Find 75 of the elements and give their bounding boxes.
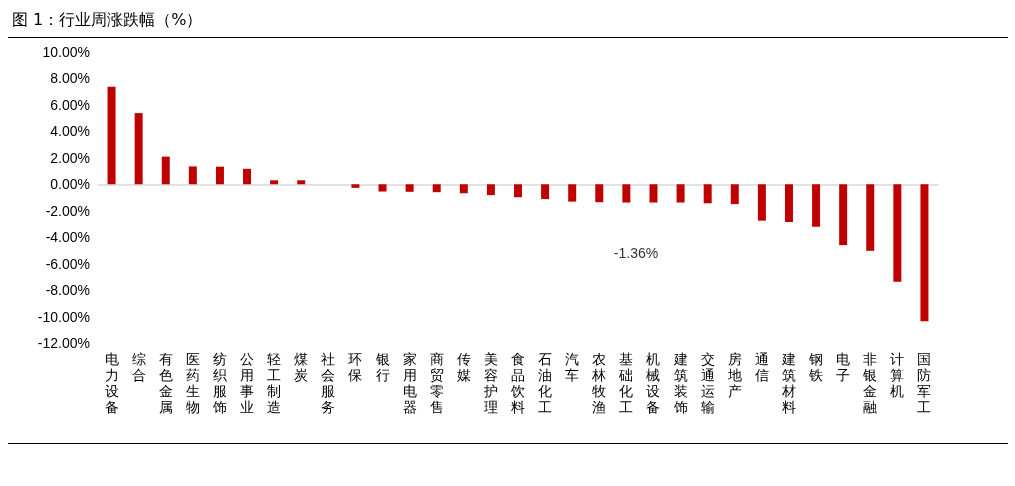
y-tick-label: 0.00% xyxy=(50,176,90,193)
x-tick-label: 电子 xyxy=(836,351,851,383)
bar xyxy=(459,184,468,194)
x-tick-label: 煤炭 xyxy=(294,351,309,383)
x-tick-label: 传媒 xyxy=(456,351,471,383)
bar xyxy=(839,184,848,246)
y-tick-label: -8.00% xyxy=(45,282,90,299)
chart-title: 图 1：行业周涨跌幅（%） xyxy=(8,8,1008,38)
bar xyxy=(486,184,495,196)
x-tick-label: 计算机 xyxy=(890,351,905,399)
x-tick-label: 房地产 xyxy=(726,351,742,399)
x-tick-label: 食品饮料 xyxy=(510,351,525,415)
y-tick-label: 8.00% xyxy=(50,70,90,87)
bar xyxy=(920,184,929,322)
x-tick-label: 石油化工 xyxy=(538,351,553,415)
bar xyxy=(866,184,875,251)
bar xyxy=(134,113,143,185)
x-tick-label: 综合 xyxy=(131,351,146,383)
x-tick-label: 医药生物 xyxy=(185,351,200,415)
x-tick-label: 基础化工 xyxy=(618,351,634,415)
x-tick-label: 轻工制造 xyxy=(267,351,282,415)
x-tick-label: 有色金属 xyxy=(158,351,173,415)
bar xyxy=(730,184,739,205)
bar xyxy=(351,184,360,188)
bar xyxy=(432,184,441,193)
bar xyxy=(188,166,197,185)
x-tick-label: 钢铁 xyxy=(808,351,824,383)
x-tick-label: 商贸零售 xyxy=(429,351,444,415)
bar xyxy=(107,86,116,185)
x-tick-label: 公用事业 xyxy=(240,351,255,415)
bar xyxy=(243,168,252,185)
y-tick-label: 2.00% xyxy=(50,149,90,166)
y-tick-label: 10.00% xyxy=(42,44,90,60)
y-tick-label: -4.00% xyxy=(45,229,90,246)
bar xyxy=(649,184,658,203)
x-tick-label: 农林牧渔 xyxy=(591,351,607,415)
bar xyxy=(812,184,821,227)
x-tick-label: 交通运输 xyxy=(700,351,715,415)
x-tick-label: 建筑装饰 xyxy=(672,351,688,415)
y-tick-label: 6.00% xyxy=(50,96,90,113)
bar xyxy=(622,184,631,203)
bar xyxy=(784,184,793,222)
y-tick-label: -6.00% xyxy=(45,255,90,272)
x-tick-label: 机械设备 xyxy=(646,351,661,415)
annotation: -1.36% xyxy=(613,245,659,261)
bar xyxy=(893,184,902,282)
bar xyxy=(568,184,577,202)
x-tick-label: 建筑材料 xyxy=(780,351,796,415)
bar xyxy=(595,184,604,203)
x-tick-label: 汽车 xyxy=(565,351,580,383)
bar xyxy=(541,184,550,200)
y-tick-label: 4.00% xyxy=(50,123,90,140)
bar xyxy=(676,184,685,203)
bar xyxy=(270,180,279,185)
x-tick-label: 非银金融 xyxy=(862,351,878,415)
x-tick-label: 纺织服饰 xyxy=(211,351,227,415)
x-tick-label: 社会服务 xyxy=(321,351,336,415)
bar xyxy=(703,184,712,204)
x-tick-label: 美容护理 xyxy=(482,351,498,415)
bar xyxy=(161,156,170,185)
bar xyxy=(378,184,387,192)
bar xyxy=(297,180,306,185)
x-tick-label: 银行 xyxy=(374,351,390,383)
x-tick-label: 通信 xyxy=(754,351,769,383)
x-tick-label: 国防军工 xyxy=(917,351,932,415)
x-tick-label: 家用电器 xyxy=(402,351,417,415)
x-tick-label: 电力设备 xyxy=(104,351,119,415)
bar xyxy=(757,184,766,221)
bar xyxy=(405,184,414,192)
y-tick-label: -10.00% xyxy=(37,308,90,325)
x-tick-label: 环保 xyxy=(348,351,363,383)
y-tick-label: -12.00% xyxy=(37,335,90,351)
bar xyxy=(215,166,224,185)
y-tick-label: -2.00% xyxy=(45,202,90,219)
bar xyxy=(514,184,522,198)
